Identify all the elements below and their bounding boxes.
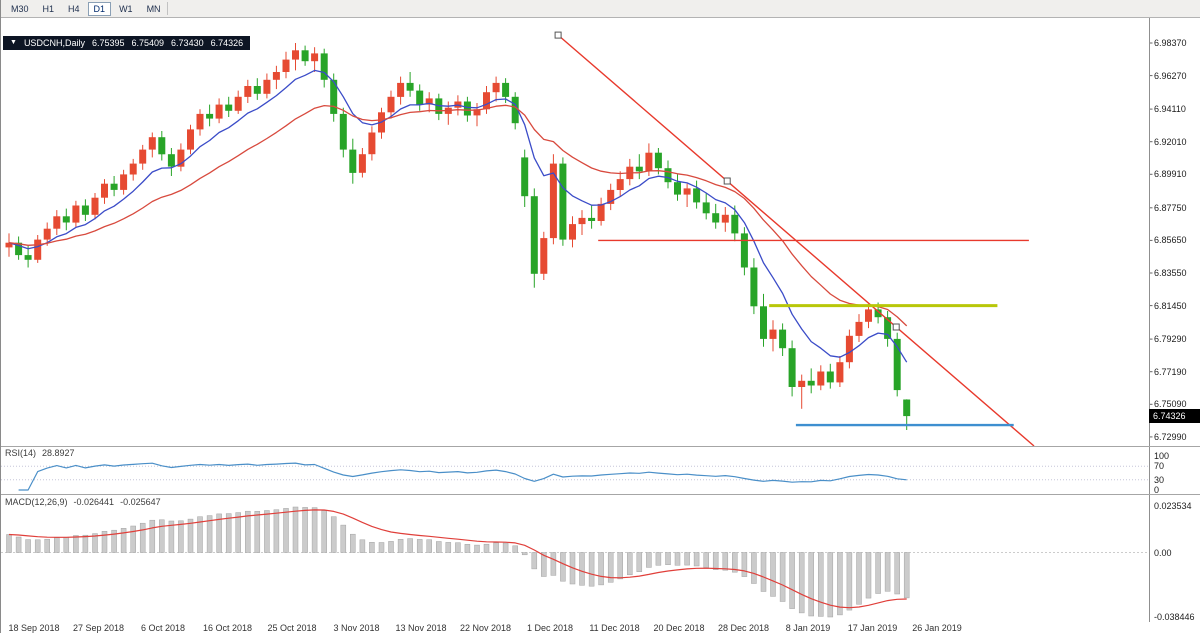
price-axis[interactable]: 0.023534 0.00 -0.038446 6.98370 6.96270 6.… — [1150, 0, 1200, 633]
tab-h1[interactable]: H1 — [42, 3, 55, 14]
price-axis-separator — [1149, 18, 1150, 622]
tabbar-divider — [167, 2, 168, 15]
panel-separator-rsi-macd[interactable] — [1, 494, 1200, 495]
price-tick-label: 6.81450 — [1154, 300, 1187, 311]
price-tick-label: 6.85650 — [1154, 235, 1187, 246]
rsi-label: RSI(14) 28.8927 — [5, 448, 75, 458]
time-axis[interactable]: 18 Sep 2018 27 Sep 2018 6 Oct 2018 16 Oct 2… — [1, 622, 1200, 633]
time-axis-label: 13 Nov 2018 — [395, 623, 447, 633]
time-axis-label: 6 Oct 2018 — [140, 623, 186, 633]
current-price-badge: 6.74326 — [1149, 409, 1200, 424]
time-axis-label: 17 Jan 2019 — [847, 623, 898, 633]
rsi-tick-label: 70 — [1154, 461, 1165, 472]
price-tick-label: 6.98370 — [1154, 37, 1187, 48]
macd-value-main: -0.026441 — [73, 497, 115, 507]
time-axis-label: 27 Sep 2018 — [72, 623, 125, 633]
price-tick-label: 6.96270 — [1154, 70, 1187, 81]
rsi-name: RSI(14) — [5, 448, 37, 458]
macd-axis-max: 0.023534 — [1154, 501, 1192, 511]
macd-name: MACD(12,26,9) — [5, 497, 68, 507]
price-tick-label: 6.72990 — [1154, 431, 1187, 442]
tab-w1[interactable]: W1 — [119, 3, 133, 14]
ohlc-close: 6.74326 — [210, 38, 244, 48]
price-tick-label: 6.87750 — [1154, 202, 1187, 213]
macd-value-signal: -0.025647 — [120, 497, 161, 507]
rsi-tick-label: 0 — [1154, 485, 1160, 495]
rsi-value: 28.8927 — [42, 448, 75, 458]
chart-ohlc-badge: ▼ USDCNH,Daily 6.75395 6.75409 6.73430 6… — [3, 36, 251, 50]
price-tick-label: 6.79290 — [1154, 334, 1187, 345]
tab-mn[interactable]: MN — [146, 3, 161, 14]
price-tick-label: 6.92010 — [1154, 136, 1187, 147]
time-axis-label: 25 Oct 2018 — [267, 623, 317, 633]
tab-h4[interactable]: H4 — [68, 3, 80, 14]
rsi-tick-label: 30 — [1154, 474, 1165, 485]
macd-axis-zero: 0.00 — [1154, 547, 1172, 558]
rsi-tick-label: 100 — [1154, 451, 1170, 461]
timeframe-tabbar: M30 H1 H4 D1 W1 MN — [1, 0, 1200, 18]
time-axis-label: 20 Dec 2018 — [653, 623, 705, 633]
time-axis-label: 3 Nov 2018 — [333, 623, 380, 633]
ohlc-open: 6.75395 — [91, 38, 125, 48]
time-axis-label: 22 Nov 2018 — [459, 623, 512, 633]
tab-d1[interactable]: D1 — [87, 1, 112, 16]
time-axis-label: 26 Jan 2019 — [912, 623, 962, 633]
panel-separator-main-rsi[interactable] — [1, 446, 1200, 447]
time-axis-label: 8 Jan 2019 — [785, 623, 831, 633]
price-tick-label: 6.83550 — [1154, 267, 1187, 278]
time-axis-label: 11 Dec 2018 — [589, 623, 640, 633]
ohlc-low: 6.73430 — [171, 38, 204, 48]
tab-m30[interactable]: M30 — [11, 3, 29, 14]
symbol-name: USDCNH,Daily — [23, 38, 85, 48]
symbol-dropdown-icon: ▼ — [10, 39, 17, 46]
price-tick-label: 6.75090 — [1154, 399, 1187, 410]
macd-label: MACD(12,26,9) -0.026441 -0.025647 — [5, 497, 161, 507]
price-tick-label: 6.89910 — [1154, 169, 1187, 180]
price-tick-label: 6.77190 — [1154, 366, 1187, 377]
macd-axis-min: -0.038446 — [1154, 612, 1195, 622]
ohlc-high: 6.75409 — [131, 38, 165, 48]
price-tick-label: 6.94110 — [1154, 104, 1186, 115]
time-axis-label: 28 Dec 2018 — [717, 623, 770, 633]
time-axis-label: 16 Oct 2018 — [202, 623, 253, 633]
time-axis-label: 18 Sep 2018 — [8, 623, 60, 633]
time-axis-label: 1 Dec 2018 — [526, 623, 574, 633]
